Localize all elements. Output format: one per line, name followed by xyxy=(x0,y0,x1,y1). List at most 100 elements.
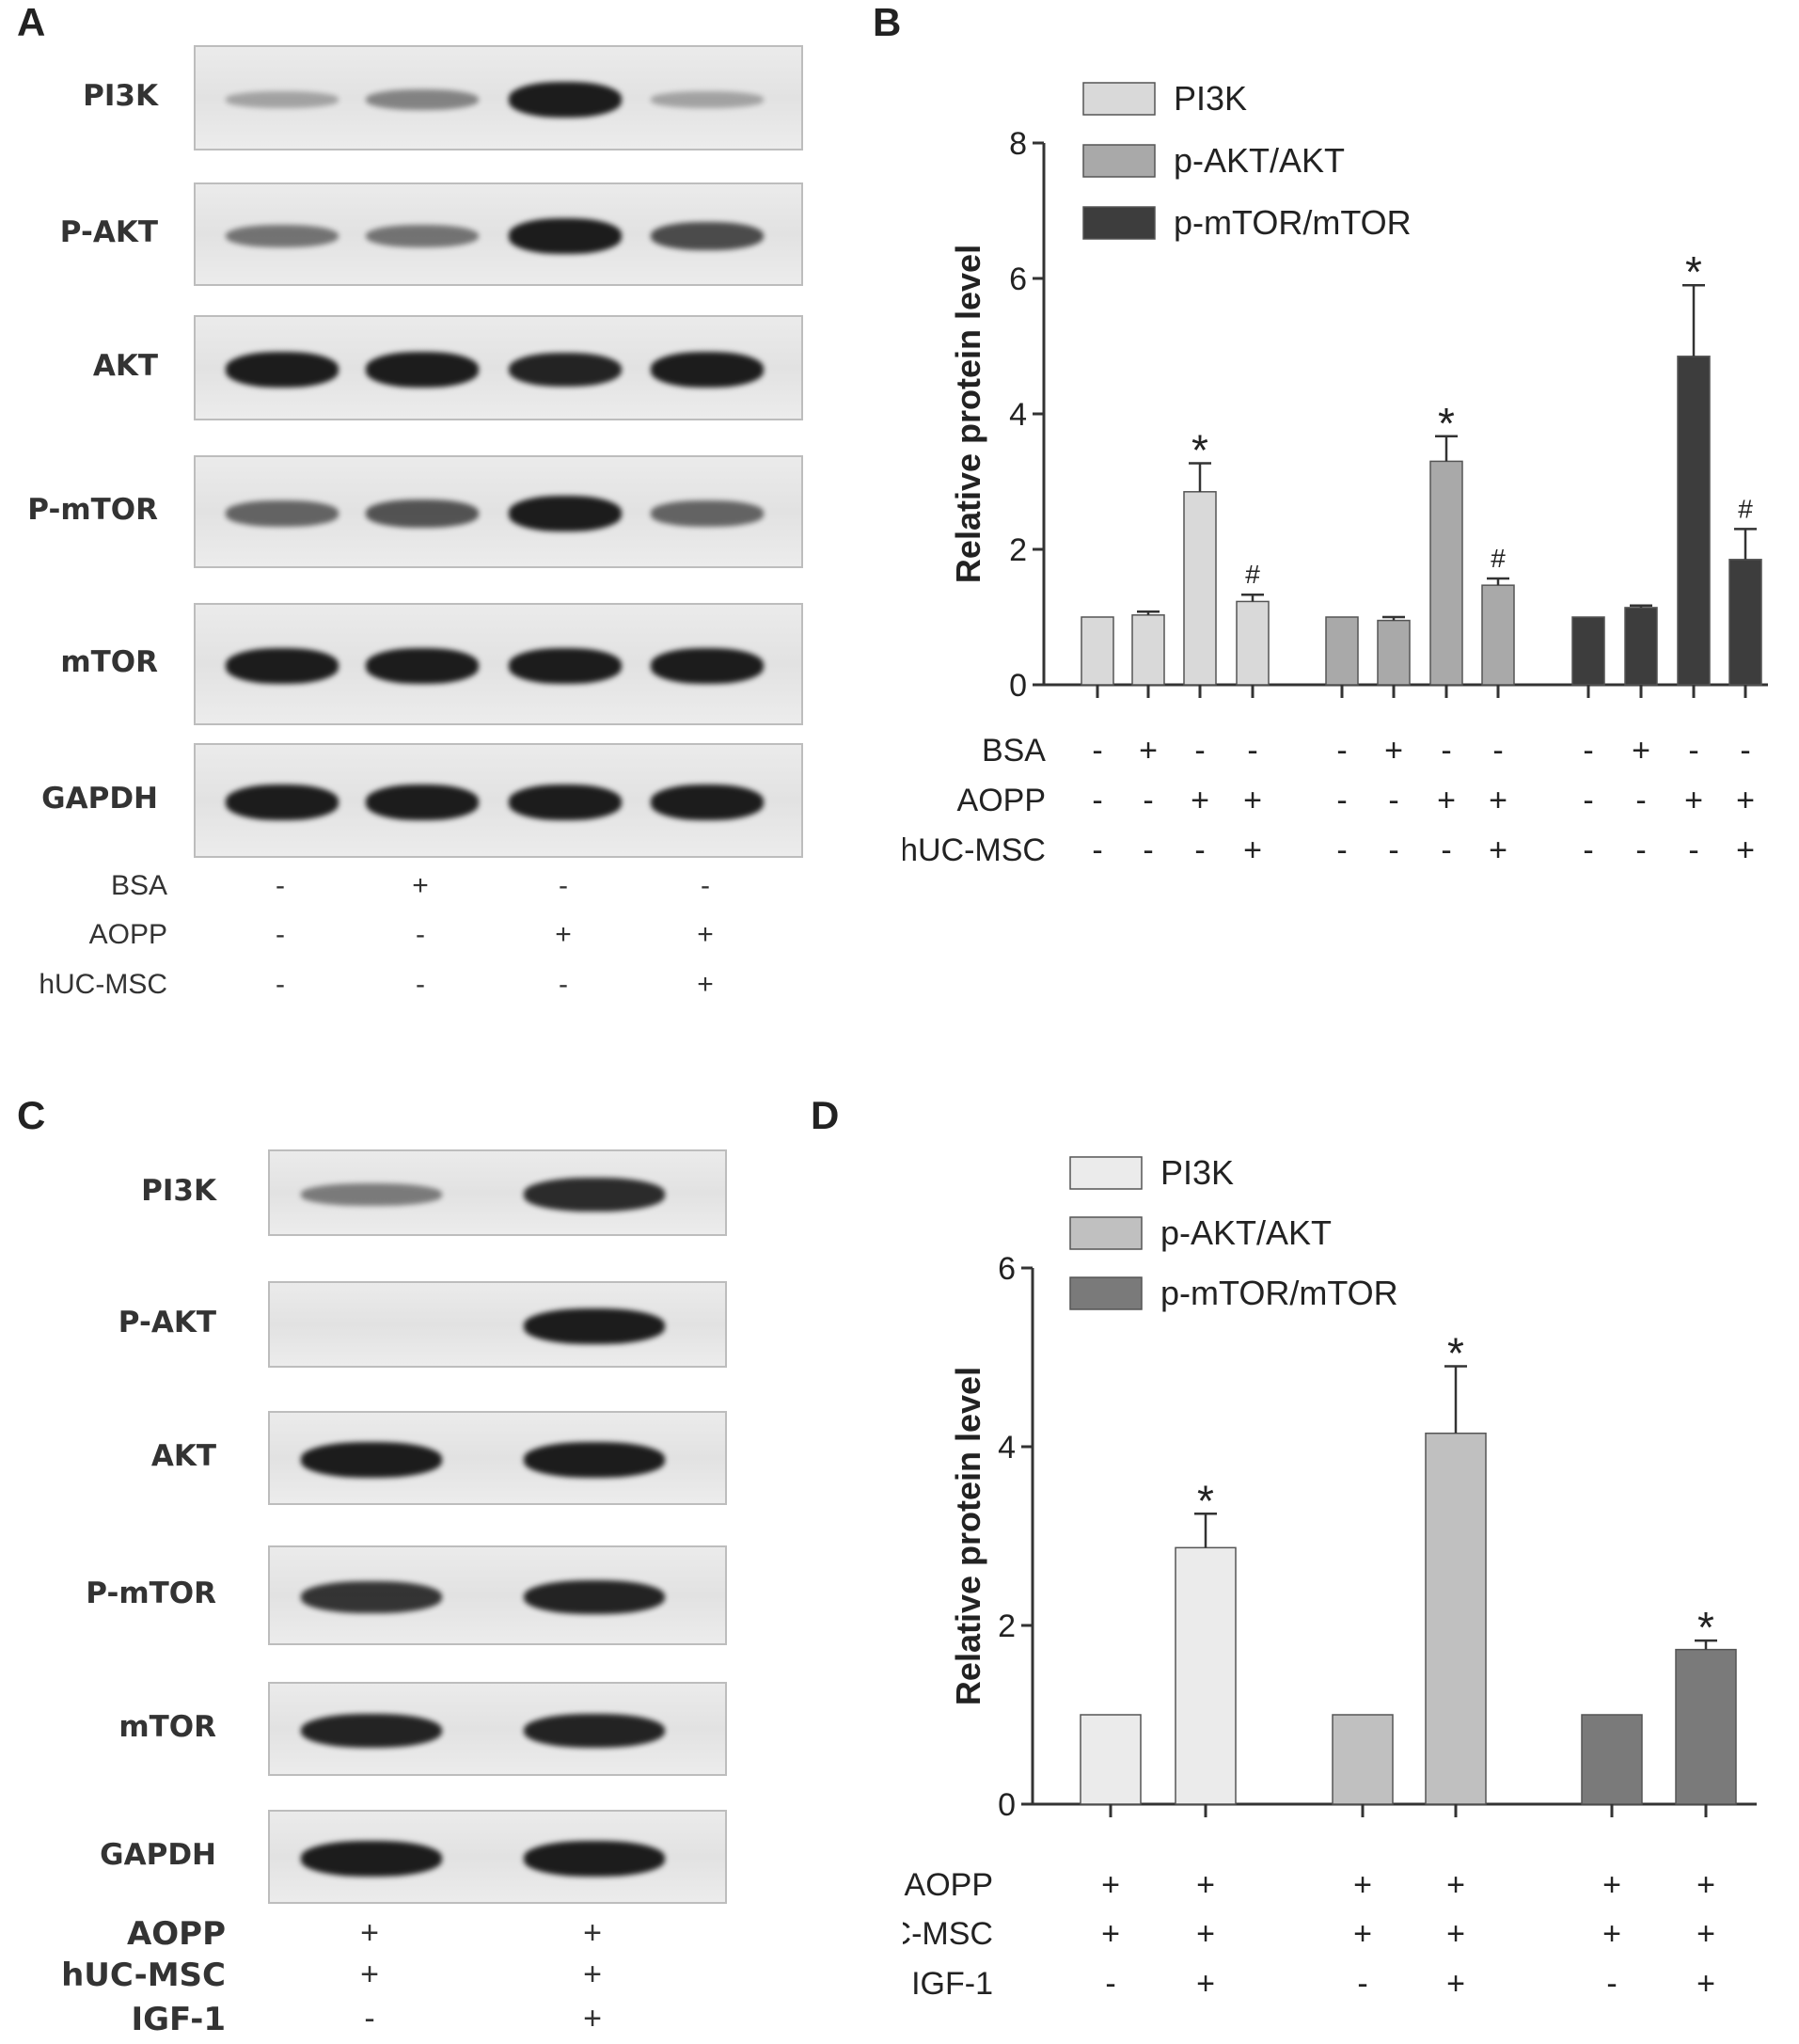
protein-band xyxy=(509,648,622,684)
condition-sign: - xyxy=(1492,733,1503,768)
blot-strip xyxy=(268,1682,727,1776)
condition-sign: + xyxy=(1437,783,1456,818)
condition-sign: + xyxy=(1602,1916,1621,1952)
condition-sign: + xyxy=(697,969,714,1000)
condition-sign: - xyxy=(1194,733,1205,768)
condition-sign: - xyxy=(1143,832,1153,868)
blot-row-label: mTOR xyxy=(60,645,158,679)
condition-sign: - xyxy=(559,870,568,901)
blot-strip xyxy=(194,182,803,286)
y-tick-label: 6 xyxy=(1009,261,1027,297)
condition-sign: + xyxy=(1191,783,1209,818)
condition-sign: - xyxy=(1092,832,1102,868)
condition-sign: + xyxy=(1446,1867,1465,1903)
y-tick-label: 8 xyxy=(1009,126,1027,162)
protein-band xyxy=(524,1442,665,1478)
legend-swatch xyxy=(1082,82,1156,116)
condition-sign: + xyxy=(1696,1966,1715,2002)
protein-band xyxy=(509,82,622,118)
bar xyxy=(1131,614,1165,686)
condition-sign: + xyxy=(1139,733,1158,768)
condition-label: IGF-1 xyxy=(911,1966,993,2002)
bar xyxy=(1080,1714,1142,1805)
condition-sign: - xyxy=(1357,1966,1367,2002)
condition-sign: + xyxy=(1736,832,1755,868)
protein-band xyxy=(226,352,339,388)
blot-strip xyxy=(194,603,803,725)
blot-row-label: PI3K xyxy=(141,1174,216,1208)
blot-row-label: PI3K xyxy=(83,79,158,113)
legend-swatch xyxy=(1069,1276,1143,1310)
protein-band xyxy=(301,1713,442,1749)
bar xyxy=(1481,584,1515,686)
condition-sign: + xyxy=(360,1915,379,1951)
condition-sign: - xyxy=(1336,783,1347,818)
protein-band xyxy=(524,1178,665,1212)
bar-chart-panel-b: 0 2 4 6 8 Relative protein level PI3K p-AKT/AKT… xyxy=(903,79,1768,868)
protein-band xyxy=(524,1713,665,1749)
condition-label: AOPP xyxy=(126,1915,226,1953)
condition-label: hUC-MSC xyxy=(903,1916,993,1952)
condition-sign: - xyxy=(1635,832,1646,868)
condition-sign: - xyxy=(1635,783,1646,818)
protein-band xyxy=(301,1580,442,1614)
legend-swatch xyxy=(1082,144,1156,178)
bar xyxy=(1175,1546,1237,1805)
legend-label: p-mTOR/mTOR xyxy=(1160,1274,1398,1312)
blot-strip xyxy=(194,45,803,151)
condition-sign: - xyxy=(1092,733,1102,768)
condition-sign: - xyxy=(1336,733,1347,768)
condition-sign: + xyxy=(1384,733,1403,768)
condition-sign: + xyxy=(1602,1867,1621,1903)
condition-sign: - xyxy=(1583,832,1593,868)
blot-strip xyxy=(268,1281,727,1368)
protein-band xyxy=(524,1841,665,1877)
legend-swatch xyxy=(1082,206,1156,240)
y-axis-label: Relative protein level xyxy=(949,1367,987,1705)
significance-star: * xyxy=(1697,1603,1714,1652)
protein-band xyxy=(301,1442,442,1478)
blot-row-label: P-mTOR xyxy=(86,1577,216,1610)
blot-row-label: P-mTOR xyxy=(27,493,158,527)
bar xyxy=(1236,600,1270,686)
legend-swatch xyxy=(1069,1156,1143,1190)
blot-row-label: GAPDH xyxy=(100,1838,216,1872)
bar xyxy=(1728,559,1762,686)
bar xyxy=(1183,491,1217,686)
panel-letter-a: A xyxy=(17,0,46,44)
protein-band xyxy=(651,784,764,820)
y-tick-label: 0 xyxy=(1009,668,1027,704)
blot-strip xyxy=(194,455,803,568)
condition-sign: - xyxy=(559,969,568,1000)
protein-band xyxy=(226,224,339,248)
condition-sign: - xyxy=(1740,733,1750,768)
protein-band xyxy=(366,648,479,684)
protein-band xyxy=(301,1183,442,1206)
protein-band xyxy=(226,648,339,684)
bar xyxy=(1571,616,1605,686)
y-tick-label: 2 xyxy=(1009,532,1027,568)
condition-label: hUC-MSC xyxy=(39,969,167,1000)
protein-band xyxy=(509,784,622,820)
y-tick-label: 0 xyxy=(998,1787,1016,1823)
bar-chart-panel-d: 0 2 4 6 Relative protein level PI3K p-AKT/AKT p… xyxy=(903,1153,1757,2002)
bar xyxy=(1377,619,1411,686)
blot-row-label: AKT xyxy=(92,349,158,383)
condition-sign: - xyxy=(1092,783,1102,818)
protein-band xyxy=(509,218,622,254)
condition-sign: + xyxy=(1101,1916,1120,1952)
condition-sign: - xyxy=(276,919,285,950)
condition-sign: - xyxy=(1194,832,1205,868)
blot-strip xyxy=(268,1411,727,1505)
blot-strip xyxy=(268,1545,727,1645)
legend-swatch xyxy=(1069,1216,1143,1250)
significance-star: * xyxy=(1191,426,1208,475)
condition-sign: - xyxy=(1688,733,1698,768)
protein-band xyxy=(226,784,339,820)
condition-sign: + xyxy=(1736,783,1755,818)
y-tick-label: 6 xyxy=(998,1251,1016,1287)
protein-band xyxy=(651,352,764,388)
condition-sign: - xyxy=(416,919,425,950)
condition-sign: + xyxy=(1353,1867,1372,1903)
condition-sign: - xyxy=(1688,832,1698,868)
